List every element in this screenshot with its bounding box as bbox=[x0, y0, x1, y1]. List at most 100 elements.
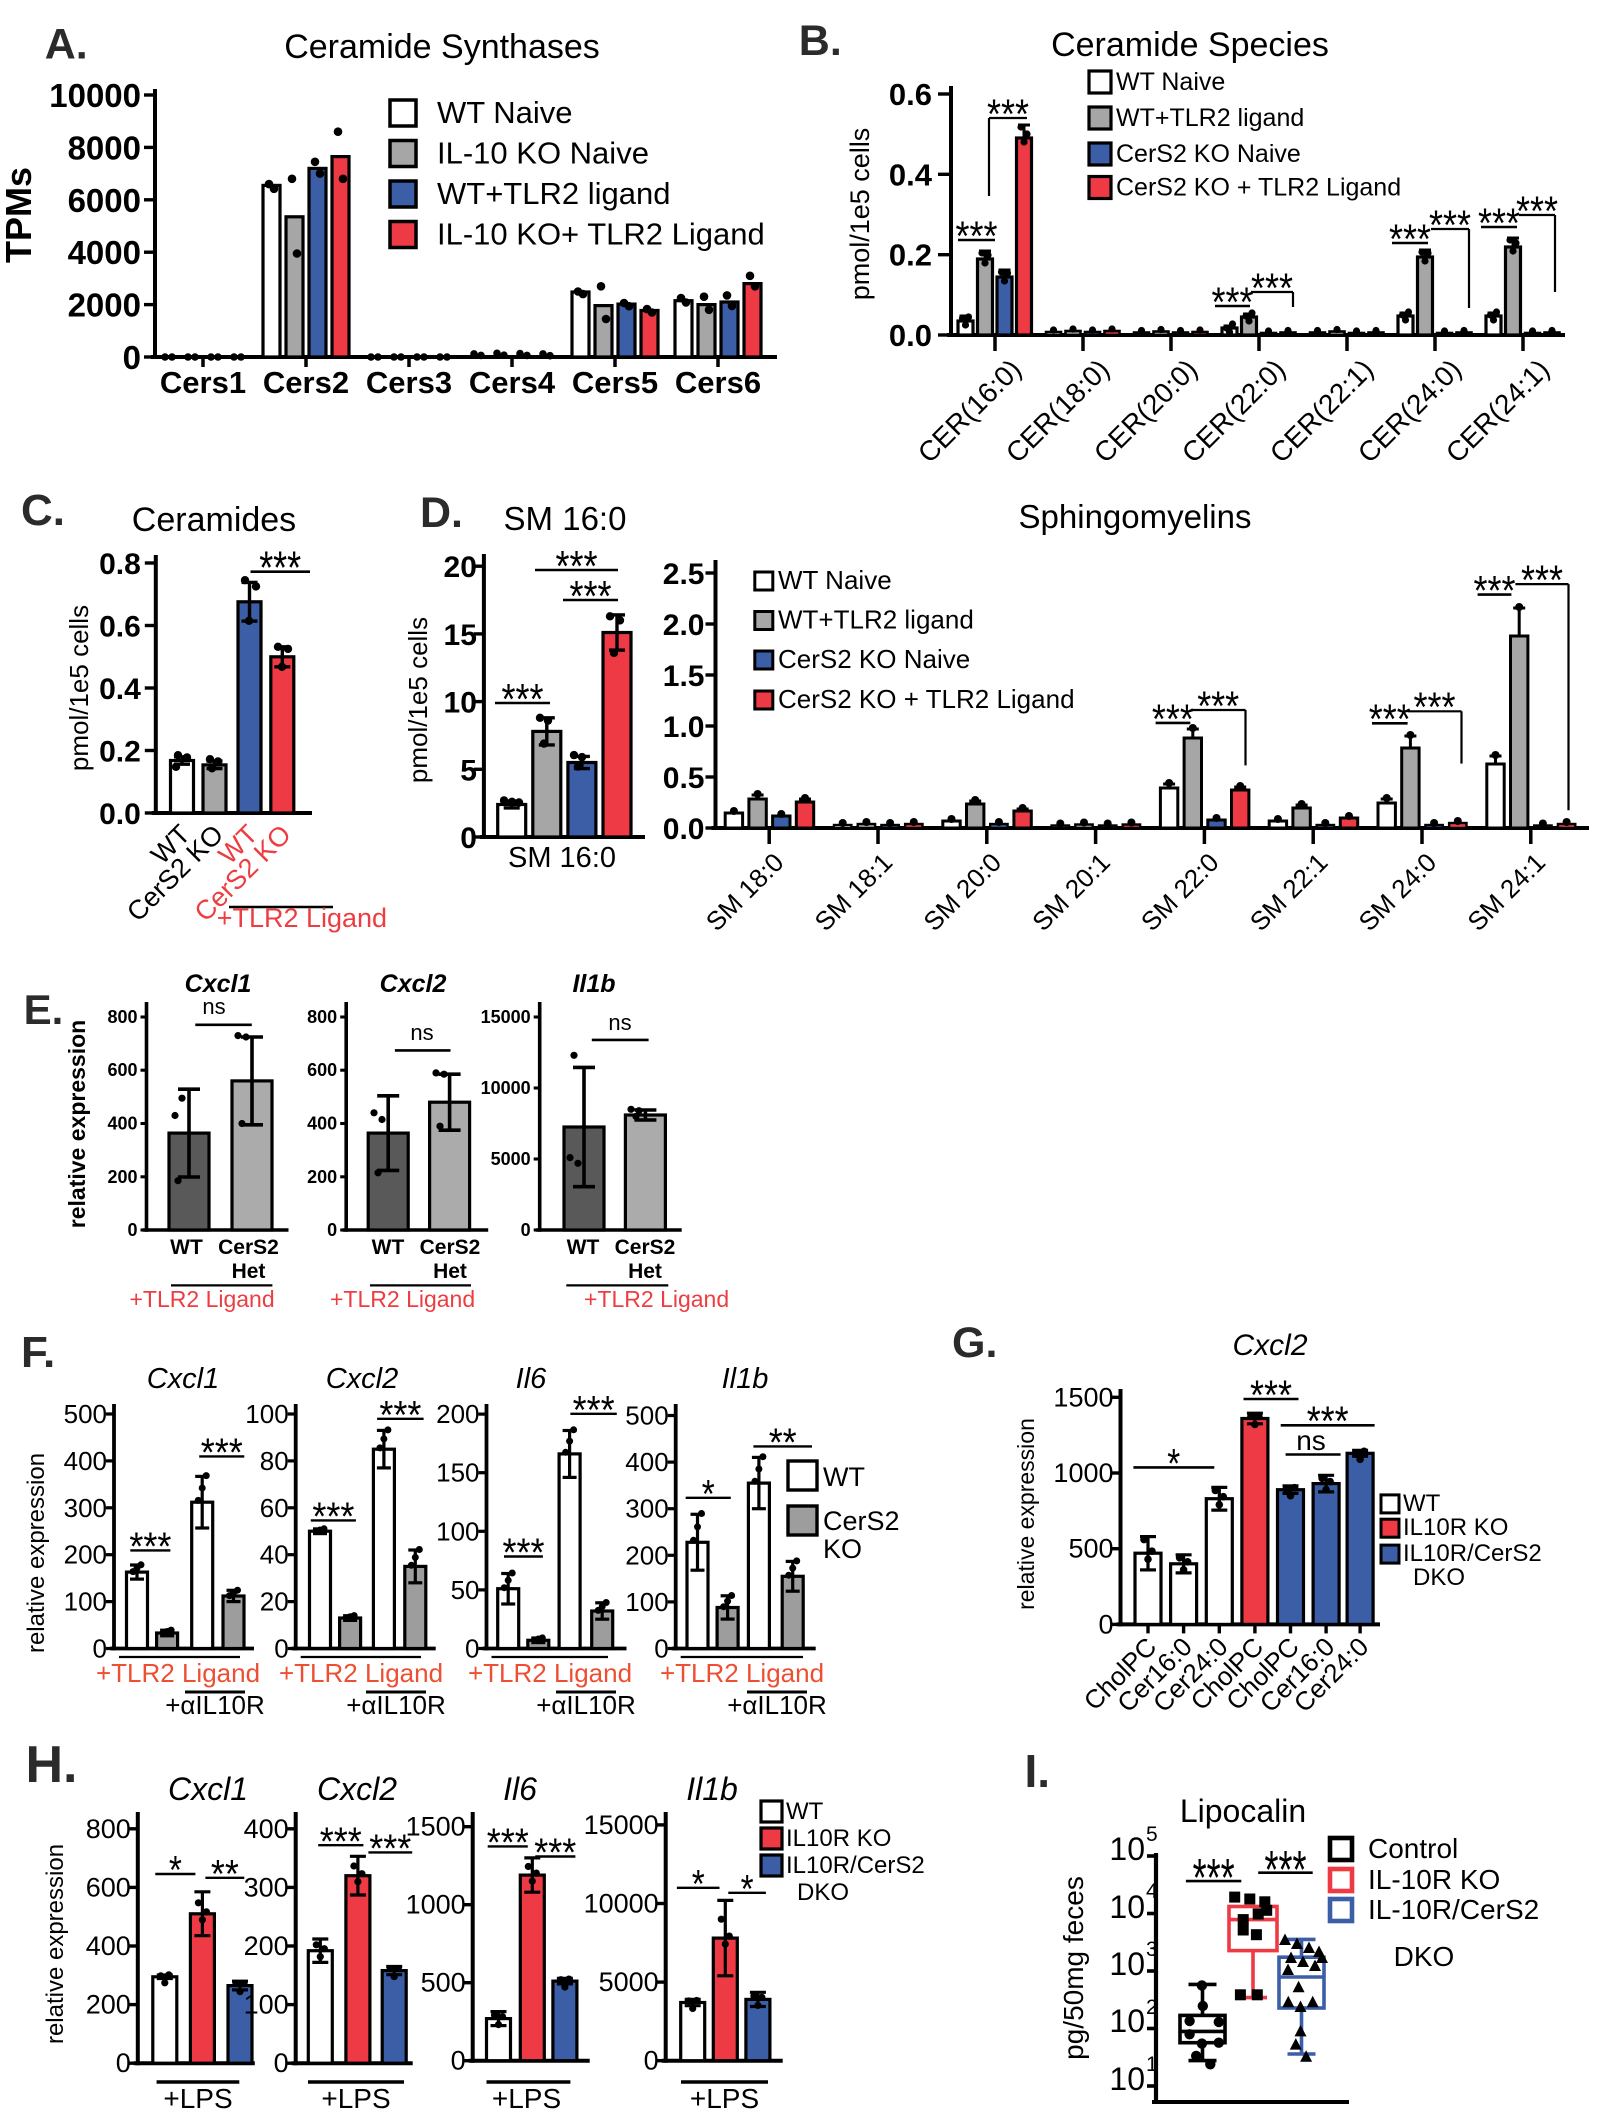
svg-text:600: 600 bbox=[107, 1060, 137, 1080]
svg-text:0.6: 0.6 bbox=[99, 611, 141, 644]
svg-text:2000: 2000 bbox=[68, 287, 141, 324]
svg-text:SM 16:0: SM 16:0 bbox=[504, 500, 627, 537]
svg-text:WT: WT bbox=[170, 1236, 203, 1259]
svg-text:***: *** bbox=[1389, 215, 1431, 262]
svg-text:0: 0 bbox=[127, 1220, 137, 1240]
svg-text:2.0: 2.0 bbox=[663, 609, 705, 642]
svg-text:IL10R/CerS2: IL10R/CerS2 bbox=[1403, 1540, 1542, 1567]
svg-text:100: 100 bbox=[245, 1399, 288, 1429]
svg-text:10: 10 bbox=[1109, 1831, 1145, 1867]
svg-text:pmol/1e5 cells: pmol/1e5 cells bbox=[64, 605, 94, 771]
svg-text:400: 400 bbox=[64, 1446, 107, 1476]
svg-text:Sphingomyelins: Sphingomyelins bbox=[1019, 498, 1252, 535]
svg-text:***: *** bbox=[1414, 684, 1456, 731]
svg-text:50: 50 bbox=[451, 1575, 480, 1605]
svg-text:***: *** bbox=[379, 1393, 421, 1437]
svg-text:A.: A. bbox=[45, 21, 88, 69]
svg-text:+αIL10R: +αIL10R bbox=[727, 1690, 827, 1720]
svg-text:0.0: 0.0 bbox=[663, 813, 705, 846]
svg-text:Cers1: Cers1 bbox=[160, 365, 246, 400]
svg-text:0.2: 0.2 bbox=[889, 238, 932, 273]
svg-text:10: 10 bbox=[1109, 2061, 1145, 2097]
svg-text:Cxcl2: Cxcl2 bbox=[326, 1363, 399, 1395]
svg-text:0: 0 bbox=[460, 822, 477, 855]
svg-text:CerS2 KO Naive: CerS2 KO Naive bbox=[1116, 140, 1301, 168]
svg-text:+TLR2 Ligand: +TLR2 Ligand bbox=[660, 1658, 824, 1688]
svg-text:H.: H. bbox=[26, 1736, 78, 1794]
svg-text:Het: Het bbox=[628, 1260, 662, 1283]
svg-text:Ceramides: Ceramides bbox=[132, 501, 296, 539]
svg-text:0: 0 bbox=[274, 1634, 288, 1664]
svg-text:15000: 15000 bbox=[481, 1007, 531, 1027]
svg-text:10: 10 bbox=[444, 687, 477, 720]
svg-text:WT+TLR2 ligand: WT+TLR2 ligand bbox=[437, 176, 670, 211]
svg-text:200: 200 bbox=[244, 1931, 289, 1961]
svg-text:500: 500 bbox=[625, 1401, 668, 1431]
svg-text:***: *** bbox=[1307, 1398, 1349, 1445]
svg-text:300: 300 bbox=[625, 1494, 668, 1524]
svg-text:pg/50mg feces: pg/50mg feces bbox=[1058, 1876, 1089, 2060]
svg-text:2: 2 bbox=[1146, 1996, 1158, 2019]
svg-text:***: *** bbox=[570, 572, 612, 621]
svg-text:***: *** bbox=[1516, 187, 1558, 234]
svg-text:CerS2: CerS2 bbox=[823, 1506, 900, 1536]
svg-text:100: 100 bbox=[436, 1516, 479, 1546]
svg-text:+LPS: +LPS bbox=[163, 2083, 232, 2114]
svg-text:Cxcl2: Cxcl2 bbox=[1232, 1329, 1307, 1362]
svg-text:***: *** bbox=[1369, 696, 1411, 743]
svg-text:60: 60 bbox=[260, 1493, 289, 1523]
svg-text:IL-10 KO Naive: IL-10 KO Naive bbox=[437, 136, 649, 171]
svg-text:+LPS: +LPS bbox=[690, 2083, 759, 2114]
svg-text:*: * bbox=[692, 1862, 705, 1906]
svg-text:+TLR2 Ligand: +TLR2 Ligand bbox=[584, 1286, 729, 1312]
svg-text:ns: ns bbox=[202, 994, 225, 1019]
svg-text:*: * bbox=[169, 1849, 182, 1893]
svg-text:**: ** bbox=[769, 1421, 797, 1465]
svg-text:***: *** bbox=[312, 1495, 354, 1539]
svg-text:500: 500 bbox=[1068, 1534, 1113, 1564]
svg-text:CerS2: CerS2 bbox=[615, 1236, 676, 1259]
svg-text:CerS2: CerS2 bbox=[218, 1236, 279, 1259]
svg-text:+LPS: +LPS bbox=[321, 2083, 390, 2114]
svg-text:***: *** bbox=[1474, 567, 1516, 614]
svg-text:5000: 5000 bbox=[599, 1967, 659, 1997]
svg-text:***: *** bbox=[369, 1827, 411, 1871]
svg-text:200: 200 bbox=[86, 1990, 131, 2020]
svg-text:***: *** bbox=[1265, 1840, 1307, 1900]
svg-text:Lipocalin: Lipocalin bbox=[1180, 1793, 1306, 1829]
svg-text:1500: 1500 bbox=[1053, 1382, 1113, 1412]
svg-text:pmol/1e5 cells: pmol/1e5 cells bbox=[403, 617, 433, 783]
svg-text:KO: KO bbox=[823, 1534, 862, 1564]
svg-text:4: 4 bbox=[1146, 1880, 1158, 1903]
svg-text:400: 400 bbox=[307, 1114, 337, 1134]
svg-text:WT Naive: WT Naive bbox=[1116, 68, 1225, 96]
svg-text:*: * bbox=[702, 1472, 715, 1516]
svg-text:CerS2 KO + TLR2 Ligand: CerS2 KO + TLR2 Ligand bbox=[778, 684, 1075, 714]
svg-text:relative expression: relative expression bbox=[64, 1020, 90, 1228]
svg-text:***: *** bbox=[1478, 199, 1520, 246]
svg-text:10: 10 bbox=[1109, 2003, 1145, 2039]
svg-text:+αIL10R: +αIL10R bbox=[346, 1690, 446, 1720]
svg-text:ns: ns bbox=[1296, 1425, 1326, 1456]
svg-text:300: 300 bbox=[64, 1493, 107, 1523]
svg-text:5: 5 bbox=[460, 754, 477, 787]
svg-text:400: 400 bbox=[244, 1814, 289, 1844]
svg-text:IL-10R KO: IL-10R KO bbox=[1368, 1864, 1500, 1895]
svg-text:1000: 1000 bbox=[1053, 1458, 1113, 1488]
svg-text:***: *** bbox=[1197, 682, 1239, 729]
svg-text:15: 15 bbox=[444, 619, 477, 652]
svg-text:+TLR2 Ligand: +TLR2 Ligand bbox=[279, 1658, 443, 1688]
svg-text:WT: WT bbox=[823, 1462, 865, 1492]
svg-text:***: *** bbox=[201, 1431, 243, 1475]
svg-text:***: *** bbox=[502, 675, 544, 724]
svg-text:150: 150 bbox=[436, 1458, 479, 1488]
svg-text:+αIL10R: +αIL10R bbox=[536, 1690, 636, 1720]
svg-text:C.: C. bbox=[21, 486, 65, 535]
svg-text:0.2: 0.2 bbox=[99, 736, 141, 769]
svg-text:***: *** bbox=[259, 542, 301, 594]
svg-text:0.5: 0.5 bbox=[663, 762, 705, 795]
svg-text:0.4: 0.4 bbox=[99, 673, 141, 706]
svg-text:***: *** bbox=[487, 1821, 529, 1865]
svg-text:6000: 6000 bbox=[68, 182, 141, 219]
svg-text:Cxcl1: Cxcl1 bbox=[185, 970, 252, 998]
